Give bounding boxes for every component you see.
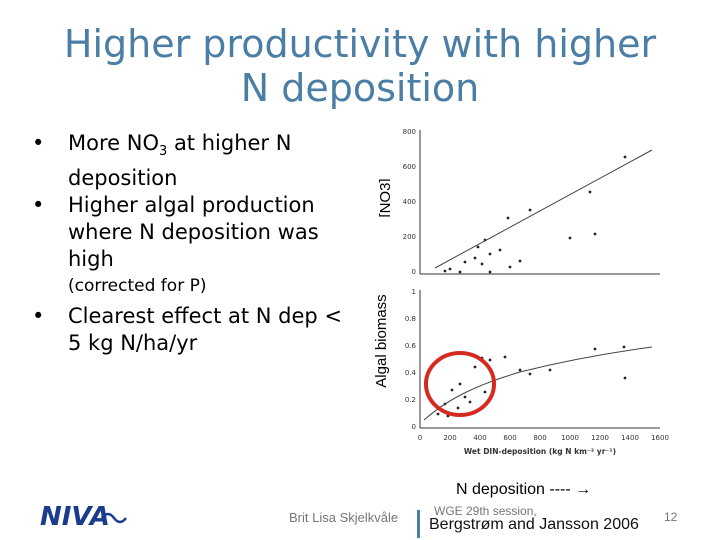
scatter-point [456,406,460,410]
scatter-point [623,155,627,159]
scatter-point [622,345,626,349]
bottom-y-tick-label: 0.2 [405,396,416,404]
bullet-text: at higher N deposition [68,131,292,191]
scatter-point [473,256,477,260]
x-tick-label: 1600 [651,434,669,442]
top-y-tick-label: 0 [412,268,416,276]
x-tick-label: 600 [503,434,516,442]
scatter-point [503,355,507,359]
bottom-y-tick-label: 0.4 [405,369,417,377]
scatter-point [480,262,484,266]
scatter-point [458,382,462,386]
title-line-2: N deposition [240,66,480,110]
scatter-point [458,270,462,274]
slide-title: Higher productivity with higher N deposi… [20,22,700,110]
footer-citation: Bergstrøm and Jansson 2006 [429,516,639,533]
scatter-point [448,267,452,271]
bottom-y-tick-label: 0 [412,423,416,431]
footer-divider [417,510,420,538]
scatter-point [593,347,597,351]
scatter-point [508,265,512,269]
scatter-point [568,236,572,240]
page-number: 12 [664,510,678,524]
bullet-text: More NO [68,131,159,155]
niva-logo-mark: NIVA [40,502,127,532]
x-tick-label: 1000 [561,434,579,442]
footer-session: WGE 29th session, [434,504,537,518]
scatter-point [518,259,522,263]
scatter-point [473,365,477,369]
scatter-point [436,412,440,416]
bullet-list: More NO3 at higher N deposition Higher a… [30,130,360,357]
bullet-item-no3: More NO3 at higher N deposition [30,130,360,192]
scatter-point [476,245,480,249]
title-line-1: Higher productivity with higher [63,22,657,66]
bullet-note: (corrected for P) [68,276,207,297]
x-caption-n-deposition: N deposition ---- → [456,481,592,498]
top-regression-line [434,149,653,269]
bottom-regression-curve [423,346,653,421]
scatter-point [498,248,502,252]
scatter-point [488,252,492,256]
x-tick-label: 1200 [591,434,609,442]
top-y-tick-label: 600 [403,163,416,171]
x-tick-label: 0 [418,434,422,442]
x-tick-label: 1400 [621,434,639,442]
x-tick-label: 200 [443,434,456,442]
top-y-tick-label: 200 [403,233,416,241]
bottom-y-tick-label: 0.6 [405,342,417,350]
scatter-point [593,232,597,236]
plot-xaxis-label: Wet DIN-deposition (kg N km⁻² yr⁻¹) [464,447,616,456]
scatter-point [463,260,467,264]
scatter-point [548,368,552,372]
scatter-point [588,190,592,194]
scatter-point [463,395,467,399]
x-tick-label: 800 [533,434,546,442]
highlight-circle [424,351,496,417]
top-y-tick-label: 800 [403,128,416,136]
x-tick-label: 400 [473,434,486,442]
scatter-point [443,269,447,273]
scatter-point [468,400,472,404]
scatter-point [528,372,532,376]
bullet-subscript: 3 [158,144,168,160]
svg-text:NIVA: NIVA [40,502,110,532]
scatter-point [488,270,492,274]
bottom-y-tick-label: 0.8 [405,315,416,323]
bottom-y-tick-label: 1 [412,288,416,296]
top-y-tick-label: 400 [403,198,416,206]
bullet-item-algal: Higher algal production where N depositi… [30,192,360,273]
scatter-point [450,388,454,392]
scatter-point [528,208,532,212]
footer-author: Brit Lisa Skjelkvåle [289,510,399,525]
scatter-point [518,368,522,372]
scatter-point [488,358,492,362]
scatter-point [483,390,487,394]
niva-logo: NIVA [40,502,130,536]
scatter-point [623,376,627,380]
scatter-point [506,216,510,220]
bullet-item-clearest: Clearest effect at N dep < 5 kg N/ha/yr [30,303,360,357]
